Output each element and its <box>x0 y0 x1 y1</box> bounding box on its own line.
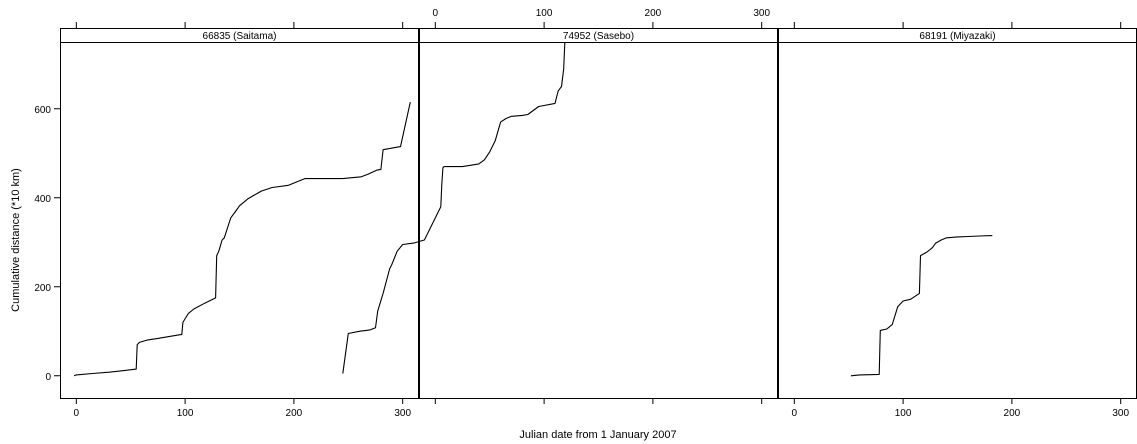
x-tick-label: 200 <box>645 8 662 19</box>
series-line-1 <box>73 101 411 377</box>
series-line-2 <box>342 42 566 374</box>
y-tick-label: 400 <box>34 194 51 205</box>
panel-2: 74952 (Sasebo) 0 100 200 300 <box>342 8 778 404</box>
y-tick-label: 200 <box>34 283 51 294</box>
series-line-3 <box>850 235 993 377</box>
x-tick-label: 0 <box>792 408 798 419</box>
panel-frame <box>778 28 1137 399</box>
y-tick-label: 600 <box>34 105 51 116</box>
panel-strip <box>60 28 419 43</box>
x-tick-label: 0 <box>433 8 439 19</box>
panel-3: 68191 (Miyazaki) 0 100 200 300 <box>778 22 1137 419</box>
x-tick-label: 300 <box>394 408 411 419</box>
x-axis-label: Julian date from 1 January 2007 <box>519 429 676 441</box>
x-tick-label: 200 <box>286 408 303 419</box>
x-tick-label: 100 <box>895 408 912 419</box>
y-axis-label: Cumulative distance (*10 km) <box>10 168 22 312</box>
panel-frame <box>60 28 419 399</box>
panel-strip <box>419 28 778 43</box>
x-tick-label: 300 <box>753 8 770 19</box>
panel-strip-label: 66835 (Saitama) <box>203 31 277 42</box>
axis-layer: 0 200 400 600 <box>34 105 60 383</box>
y-tick-label: 0 <box>45 372 51 383</box>
x-tick-label: 200 <box>1004 408 1021 419</box>
panel-layer: 66835 (Saitama) 0 100 200 300 74952 (Sasebo) 0… <box>60 8 1137 419</box>
panel-frame <box>419 28 778 399</box>
x-tick-label: 300 <box>1112 408 1129 419</box>
x-tick-label: 100 <box>177 408 194 419</box>
panel-strip-label: 68191 (Miyazaki) <box>919 31 995 42</box>
panel-1: 66835 (Saitama) 0 100 200 300 <box>60 22 419 419</box>
x-tick-label: 100 <box>536 8 553 19</box>
panel-strip-label: 74952 (Sasebo) <box>563 31 634 42</box>
x-tick-label: 0 <box>74 408 80 419</box>
